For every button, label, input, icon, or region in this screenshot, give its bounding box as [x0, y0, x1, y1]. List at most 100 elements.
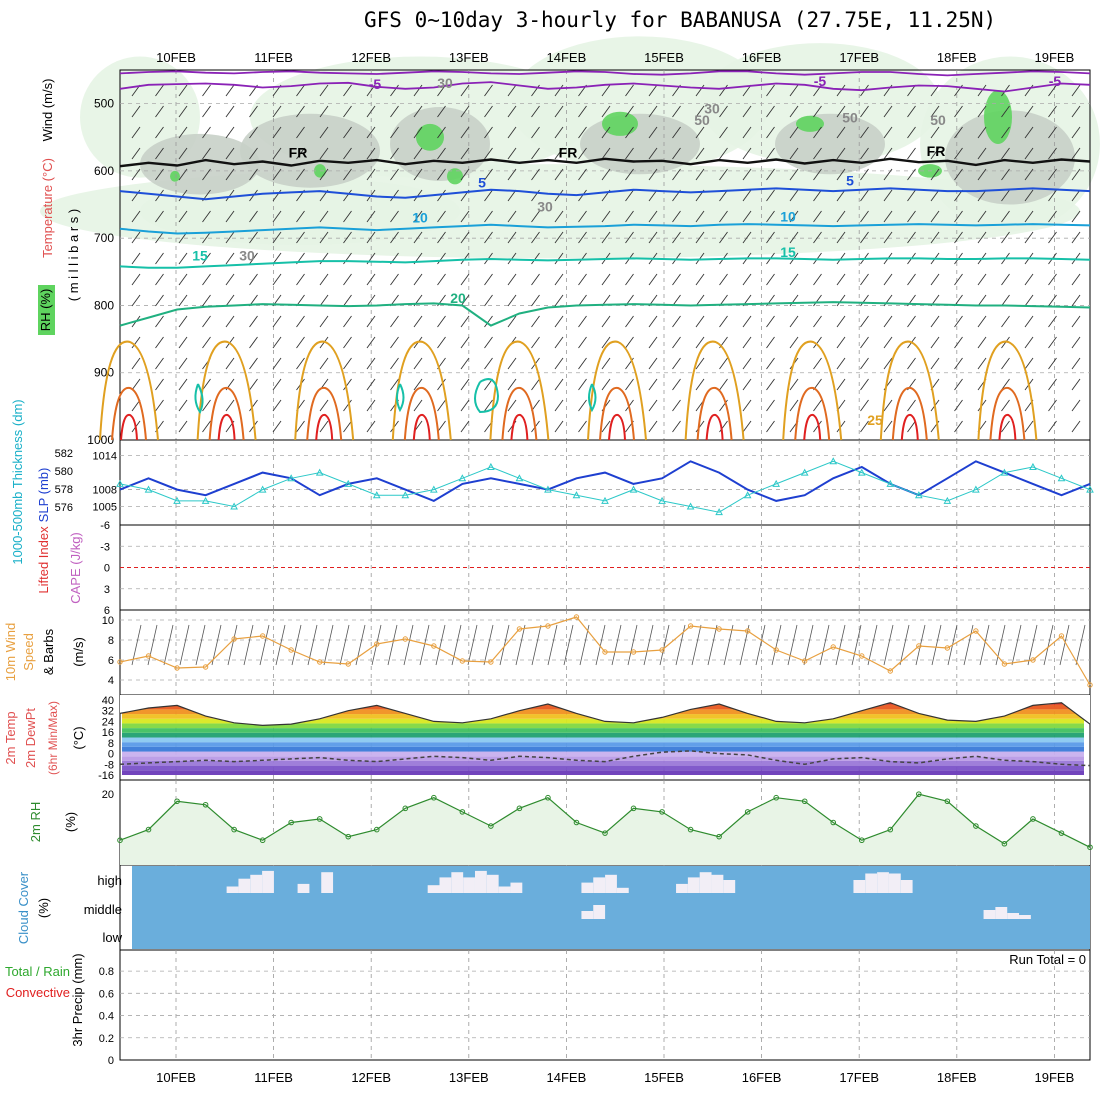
wind-barb — [272, 315, 282, 328]
wind-barb — [178, 399, 188, 412]
wind-barb — [601, 315, 611, 328]
wind-barb — [930, 273, 940, 286]
wind-barb — [1071, 189, 1081, 202]
wind-barb — [672, 273, 681, 286]
contour-label: 50 — [694, 112, 710, 128]
wind-barb — [789, 210, 799, 223]
wind-barb — [319, 294, 329, 307]
wind-speed-tick: 4 — [108, 675, 114, 687]
wind-barb — [554, 420, 564, 433]
lifted-index-tick: -3 — [100, 541, 110, 553]
wind-barb — [1071, 84, 1081, 97]
pressure-axis-label: ( m i l l i b a r s ) — [66, 209, 81, 301]
wind-barb — [554, 357, 564, 370]
wind-barb — [672, 168, 681, 181]
wind-barb — [484, 294, 493, 307]
wind-barb — [766, 189, 775, 202]
wind-barb — [531, 315, 540, 328]
date-label-top: 18FEB — [937, 50, 977, 65]
wind-barb — [319, 399, 329, 412]
wind-barb — [531, 252, 540, 265]
wind-barb — [719, 210, 728, 223]
temperature-contour-warm — [684, 340, 745, 441]
wind-barb — [272, 189, 282, 202]
slp-axis-label: SLP (mb) — [36, 468, 51, 523]
wind-barb — [672, 147, 681, 160]
high-cloud-bar — [321, 872, 334, 893]
wind-barb — [719, 357, 728, 370]
wind-speed-point — [916, 643, 922, 649]
date-label-bottom: 15FEB — [644, 1070, 684, 1085]
wind-barb-10m — [755, 624, 766, 666]
date-label-top: 17FEB — [839, 50, 879, 65]
rh-point — [316, 816, 323, 822]
wind-speed-line — [119, 616, 1091, 686]
date-label-top: 12FEB — [351, 50, 391, 65]
rh-point — [202, 801, 209, 808]
contour-label: 5 — [846, 173, 854, 189]
wind-barb — [531, 231, 540, 244]
wind-barb — [719, 84, 728, 97]
thickness-tick: 580 — [55, 466, 73, 478]
wind-barb — [272, 357, 282, 370]
rh-point — [174, 798, 180, 805]
high-cloud-bar — [510, 882, 523, 893]
wind-barb — [1001, 420, 1010, 433]
wind-speed-tick: 10 — [102, 615, 114, 627]
lifted-index-axis-label: Lifted Index — [36, 526, 51, 594]
middle-cloud-bar — [1007, 913, 1020, 919]
wind-barb — [413, 399, 423, 412]
wind-barb — [343, 399, 352, 412]
wind-barb — [319, 84, 329, 97]
wind-barb — [930, 105, 940, 118]
wind-barb — [296, 420, 305, 433]
rh-point — [288, 819, 294, 826]
wind-barb-10m — [483, 624, 494, 666]
wind-barb — [766, 147, 775, 160]
wind-barb — [507, 210, 517, 223]
wind-barb — [484, 336, 493, 349]
rh-point — [716, 833, 722, 840]
min-max-label: (6hr Min/Max) — [46, 701, 60, 775]
wind-barb — [719, 189, 728, 202]
wind-barb — [601, 378, 611, 391]
thickness-point — [715, 508, 723, 516]
wind-barb — [531, 273, 540, 286]
wind-speed-point — [345, 661, 351, 667]
wind-barb-10m — [611, 624, 622, 666]
wind-barb — [178, 378, 188, 391]
wind-barb — [225, 84, 235, 97]
panel-frame — [119, 439, 1091, 526]
wind-barb — [1001, 273, 1010, 286]
two-m-dewpt-label: 2m DewPt — [23, 708, 38, 768]
wind-barb — [860, 168, 869, 181]
high-cloud-bar — [865, 873, 878, 893]
high-cloud-bar — [451, 872, 464, 893]
wind-barb — [601, 231, 611, 244]
wind-barb-10m — [883, 624, 894, 666]
wind-barb — [672, 315, 681, 328]
wind-barb — [766, 378, 775, 391]
wind-barb — [507, 378, 517, 391]
wind-barb — [695, 273, 705, 286]
wind-barb — [1048, 84, 1057, 97]
wind-barb — [366, 231, 376, 244]
wind-barb — [343, 357, 352, 370]
wind-barb — [249, 336, 258, 349]
thickness-point — [1029, 462, 1037, 470]
wind-barb — [883, 189, 893, 202]
temperature-contour-warm — [782, 340, 843, 441]
rh-point — [744, 809, 751, 815]
wind-barb — [742, 147, 752, 160]
wind-barb — [977, 84, 987, 97]
wind-barb — [1048, 315, 1057, 328]
wind-barb — [272, 105, 282, 118]
wind-barb — [1071, 357, 1081, 370]
high-cloud-bar — [616, 887, 629, 893]
wind-barb — [977, 189, 987, 202]
wind-barb — [484, 105, 493, 118]
wind-barb — [460, 399, 470, 412]
wind-barb — [155, 399, 164, 412]
wind-barb — [131, 168, 141, 181]
contour-label: -5 — [369, 76, 382, 92]
